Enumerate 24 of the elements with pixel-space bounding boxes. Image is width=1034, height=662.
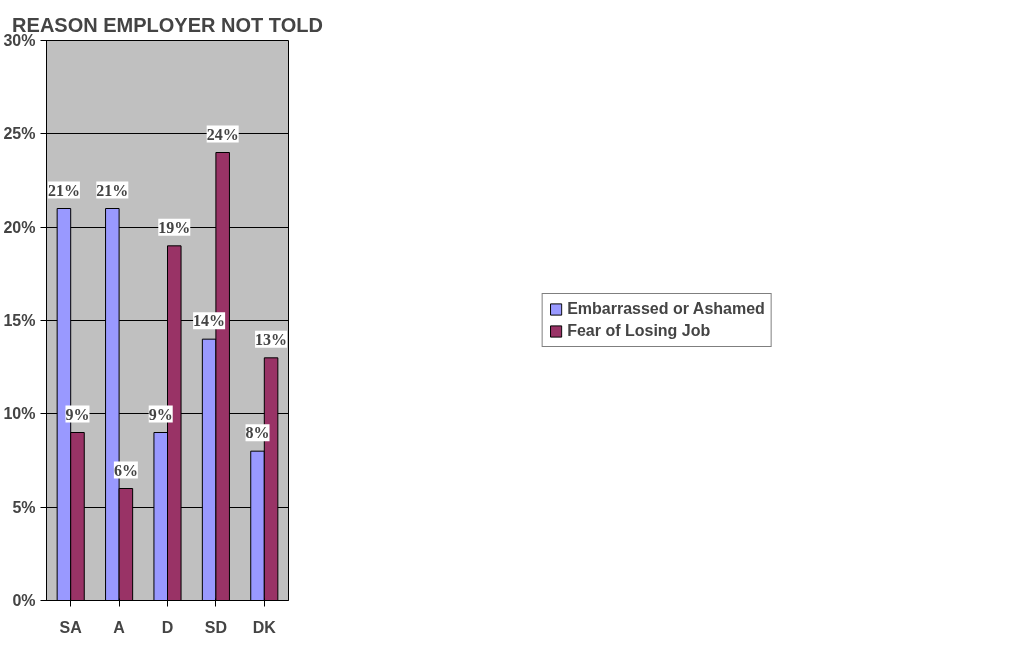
x-tick-label: D [161, 618, 174, 636]
legend-label: Fear of Losing Job [567, 322, 711, 340]
x-tick-label: DK [252, 618, 277, 636]
data-label: 14% [193, 312, 226, 330]
data-label: 19% [158, 218, 191, 236]
y-tick-label: 0% [12, 592, 36, 609]
x-tick-label: SA [59, 618, 83, 636]
data-label: 9% [148, 405, 173, 423]
data-label: 24% [206, 125, 239, 143]
data-label: 21% [96, 181, 129, 199]
x-tick-label: SD [204, 618, 228, 636]
y-tick-label: 5% [12, 498, 36, 516]
legend-label: Embarrassed or Ashamed [567, 300, 765, 318]
data-label: 6% [113, 461, 138, 479]
data-label: 8% [245, 424, 270, 442]
x-tick-label: A [113, 618, 126, 636]
y-tick-label: 30% [3, 32, 36, 49]
data-label: 21% [47, 181, 80, 199]
data-label: 13% [255, 330, 288, 348]
y-tick-label: 25% [3, 125, 36, 143]
y-tick-label: 15% [3, 312, 36, 329]
y-tick-label: 20% [3, 218, 36, 236]
data-label: 9% [65, 405, 90, 423]
y-tick-label: 10% [3, 405, 36, 423]
